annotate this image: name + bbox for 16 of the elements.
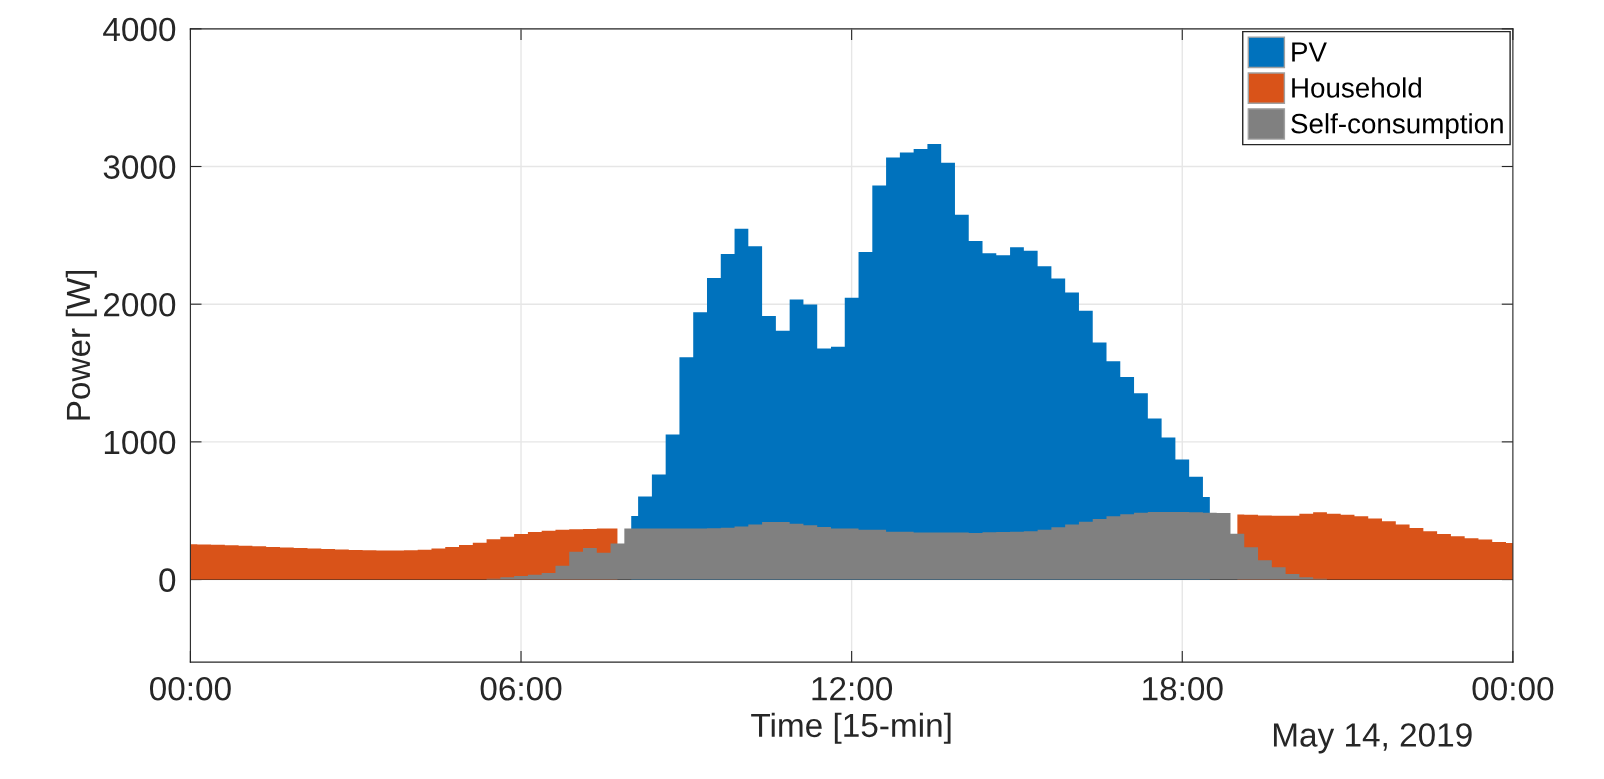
x-tick-label: 00:00 bbox=[149, 676, 231, 701]
x-axis-title: Time [15-min] bbox=[751, 712, 951, 744]
y-axis-title: Power [W] bbox=[65, 271, 97, 420]
x-tick-label: 00:00 bbox=[1472, 676, 1554, 701]
y-tick-label: 2000 bbox=[104, 292, 176, 317]
y-tick-label: 1000 bbox=[104, 430, 176, 455]
x-tick-label: 06:00 bbox=[480, 676, 562, 701]
x-tick-label: 18:00 bbox=[1143, 676, 1223, 701]
legend-label: PV bbox=[1292, 42, 1327, 62]
y-tick-label: 4000 bbox=[103, 17, 176, 42]
legend-label: Self-consumption bbox=[1291, 113, 1503, 140]
text: May 14, 2019 bbox=[1273, 723, 1472, 754]
y-tick-label: 3000 bbox=[103, 155, 176, 179]
legend-label: Household bbox=[1292, 77, 1421, 98]
x-tick-label: 12:00 bbox=[812, 676, 893, 701]
y-tick-label: 0 bbox=[159, 568, 176, 592]
